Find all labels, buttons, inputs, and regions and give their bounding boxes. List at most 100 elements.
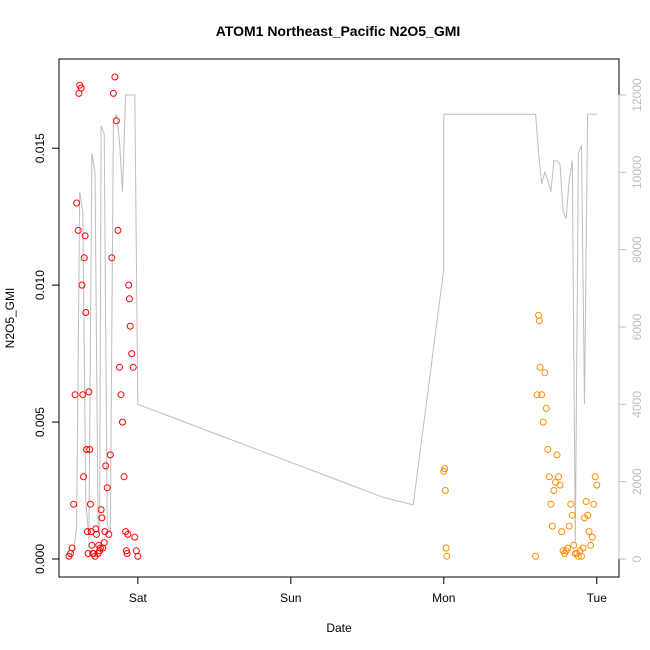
data-point <box>78 281 86 289</box>
data-point <box>83 446 91 453</box>
y2-axis: 0 2000 4000 6000 8000 10000 12000 <box>618 78 644 562</box>
data-point <box>120 473 128 481</box>
y2-tick-label: 10000 <box>630 155 644 189</box>
y-tick-label: 0.010 <box>33 270 47 300</box>
data-point <box>550 487 558 494</box>
data-point <box>579 544 587 552</box>
data-point <box>555 473 562 481</box>
data-point <box>553 451 561 459</box>
data-point <box>588 533 596 541</box>
data-point <box>548 522 556 530</box>
data-point <box>441 487 449 494</box>
x-tick-label: Sun <box>280 591 301 605</box>
data-point <box>582 498 590 505</box>
data-point <box>93 530 100 538</box>
data-point <box>587 541 595 549</box>
data-point <box>96 544 104 552</box>
data-point <box>81 232 89 240</box>
y-tick-label: 0.015 <box>33 133 47 163</box>
data-point <box>77 84 85 92</box>
y-tick-label: 0.000 <box>33 544 47 574</box>
x-axis-label: Date <box>326 621 352 635</box>
data-point <box>556 481 564 489</box>
data-point <box>84 550 92 557</box>
altitude-trace <box>68 94 597 556</box>
data-point <box>108 254 116 262</box>
data-point <box>567 500 575 508</box>
data-point <box>88 541 96 549</box>
data-point <box>591 473 599 481</box>
data-point <box>122 547 130 555</box>
data-point <box>558 528 566 536</box>
data-point <box>129 363 137 371</box>
data-point <box>114 226 122 234</box>
data-point <box>585 528 593 536</box>
data-point <box>131 533 139 541</box>
y2-tick-label: 12000 <box>630 78 644 112</box>
data-point <box>105 530 113 538</box>
y2-tick-label: 8000 <box>630 236 644 263</box>
data-point <box>68 544 76 552</box>
data-point <box>124 530 132 538</box>
data-point <box>539 418 547 426</box>
data-point <box>86 446 94 453</box>
data-point <box>532 552 540 560</box>
data-point <box>70 500 78 508</box>
data-point <box>568 511 576 519</box>
data-point <box>73 199 81 207</box>
data-point <box>71 391 79 399</box>
data-point <box>79 391 87 399</box>
data-point <box>584 511 592 519</box>
data-point <box>74 226 82 234</box>
y2-tick-label: 6000 <box>630 313 644 340</box>
data-point <box>134 552 142 560</box>
data-point <box>441 465 449 473</box>
data-point <box>544 446 552 453</box>
data-point <box>570 541 578 549</box>
chart-title: ATOM1 Northeast_Pacific N2O5_GMI <box>216 23 461 39</box>
plot-frame <box>58 58 620 578</box>
x-tick-label: Tue <box>587 591 608 605</box>
y-axis-label: N2O5_GMI <box>3 288 17 349</box>
data-point <box>535 311 543 319</box>
data-point <box>565 522 573 530</box>
y2-tick-label: 4000 <box>630 391 644 418</box>
data-point <box>547 500 555 508</box>
data-point <box>82 309 90 316</box>
data-points <box>65 73 601 560</box>
data-point <box>117 391 125 399</box>
data-point <box>590 500 598 508</box>
y2-tick-label: 2000 <box>630 468 644 495</box>
data-point <box>109 89 117 97</box>
data-point <box>578 552 585 560</box>
data-point <box>128 350 136 358</box>
data-point <box>97 506 105 514</box>
data-point <box>564 544 572 552</box>
data-point <box>542 404 550 412</box>
data-point <box>538 391 546 399</box>
data-point <box>119 418 126 426</box>
data-point <box>442 544 450 552</box>
data-point <box>541 369 549 377</box>
data-point <box>80 473 87 481</box>
y-axis: 0.000 0.005 0.010 0.015 <box>33 133 60 574</box>
data-point <box>111 73 119 81</box>
data-point <box>125 295 133 303</box>
data-point <box>545 473 553 481</box>
data-point <box>103 484 111 492</box>
data-point <box>102 462 110 470</box>
data-point <box>98 514 106 522</box>
data-point <box>106 451 114 459</box>
data-point <box>533 391 541 399</box>
data-point <box>536 363 544 371</box>
x-tick-label: Sat <box>129 591 148 605</box>
altitude-line <box>68 94 597 556</box>
data-point <box>86 500 94 508</box>
data-point <box>593 481 601 489</box>
y2-tick-label: 0 <box>630 555 644 562</box>
data-point <box>80 254 88 262</box>
data-point <box>85 388 93 396</box>
data-point <box>112 117 120 125</box>
data-point <box>100 539 108 547</box>
